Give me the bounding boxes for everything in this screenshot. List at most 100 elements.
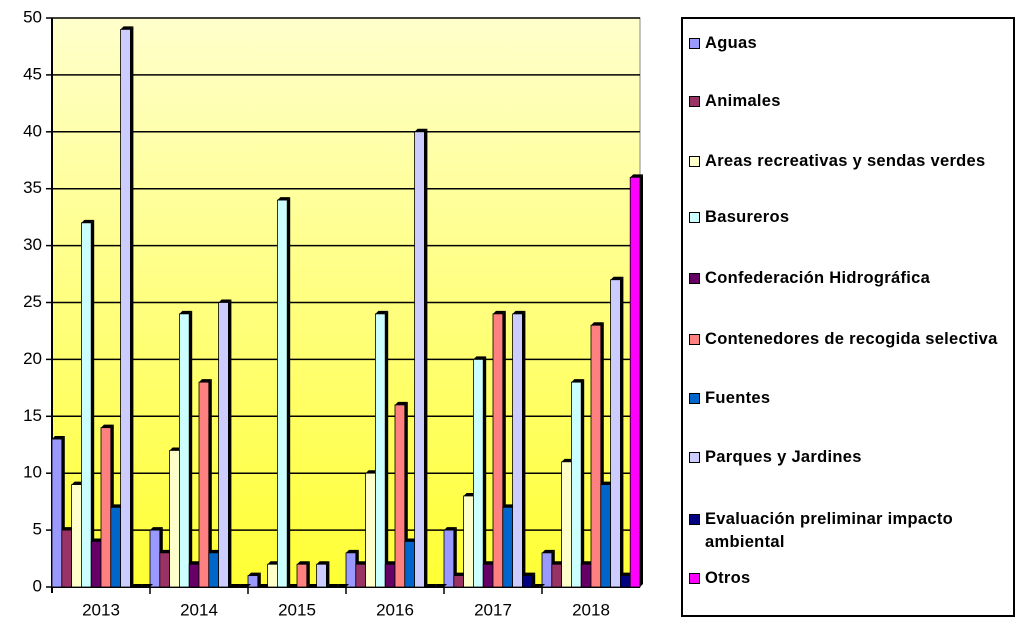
bar	[51, 438, 63, 588]
bar-side	[306, 561, 310, 587]
legend-label: Confederación Hidrográfica	[705, 269, 931, 287]
legend-item: Parques y Jardines	[689, 446, 1009, 469]
bar	[159, 552, 171, 588]
bar	[61, 529, 72, 588]
y-tick-label: 50	[23, 7, 42, 26]
bar-side	[130, 26, 134, 587]
y-tick-label: 0	[33, 576, 42, 595]
bar-top	[444, 527, 457, 531]
legend-label: Contenedores de recogida selectiva	[705, 330, 998, 348]
bar-side	[287, 197, 291, 587]
bar	[492, 313, 504, 588]
y-tick-label: 15	[23, 406, 42, 425]
bar-top	[434, 584, 447, 587]
bar	[512, 313, 523, 588]
bar	[120, 28, 131, 588]
bar-top	[238, 584, 251, 587]
bar	[90, 541, 102, 588]
bar	[188, 563, 200, 588]
bar-top	[150, 527, 163, 531]
legend-item: Animales	[689, 90, 1009, 113]
bar-side	[385, 310, 389, 587]
bar-top	[316, 561, 330, 565]
bar	[551, 563, 562, 588]
legend-label: Aguas	[705, 34, 757, 52]
legend-item: Otros	[689, 567, 1009, 590]
legend: Aguas Animales Areas recreativas y sendas …	[681, 17, 1015, 617]
bar	[198, 381, 210, 588]
bar	[482, 563, 494, 588]
bar	[472, 358, 484, 588]
x-tick-label: 2015	[278, 600, 316, 619]
bar	[522, 575, 533, 588]
bar-top	[493, 310, 506, 314]
legend-label: Animales	[705, 92, 781, 110]
bar-side	[326, 561, 330, 587]
bar	[590, 324, 602, 588]
bar-top	[120, 26, 134, 30]
legend-item: Basureros	[689, 206, 1009, 229]
y-tick-label: 25	[23, 292, 42, 311]
bar	[355, 563, 366, 588]
y-tick-label: 35	[23, 178, 42, 197]
bar	[71, 484, 82, 588]
legend-item: Evaluación preliminar impacto ambiental	[689, 508, 1009, 554]
y-tick-label: 45	[23, 64, 42, 83]
bar-top	[81, 219, 95, 223]
bar-top	[395, 401, 408, 405]
bar-top	[130, 584, 144, 587]
bar	[414, 131, 425, 588]
bar	[218, 302, 229, 588]
bar	[81, 222, 92, 588]
bar-top	[199, 379, 212, 383]
bar	[404, 541, 415, 588]
bar-top	[610, 276, 624, 280]
bar	[443, 529, 455, 588]
bar-top	[522, 572, 536, 576]
bar	[100, 427, 112, 588]
bar-top	[179, 310, 193, 314]
legend-swatch	[689, 573, 700, 584]
x-tick-label: 2017	[474, 600, 512, 619]
bar-side	[189, 310, 193, 587]
legend-swatch	[689, 334, 700, 345]
bar-top	[512, 310, 526, 314]
legend-item: Aguas	[689, 32, 1009, 55]
bar-side	[620, 276, 624, 587]
bar-top	[424, 584, 438, 587]
bar-top	[346, 549, 359, 553]
x-tick-label: 2018	[572, 600, 610, 619]
bar	[629, 176, 641, 588]
bar-top	[542, 549, 555, 553]
bar	[374, 313, 386, 588]
x-tick-label: 2016	[376, 600, 414, 619]
legend-label: Otros	[705, 569, 751, 587]
x-tick-label: 2014	[180, 600, 218, 619]
legend-item: Areas recreativas y sendas verdes	[689, 150, 1009, 173]
bar-top	[326, 584, 340, 587]
bar	[502, 506, 513, 588]
bar	[571, 381, 582, 588]
legend-swatch	[689, 273, 700, 284]
legend-item: Confederación Hidrográfica	[689, 267, 1009, 290]
bar-side	[257, 572, 261, 587]
bar-top	[375, 310, 389, 314]
legend-label: Parques y Jardines	[705, 448, 862, 466]
bar-top	[52, 436, 65, 440]
legend-swatch	[689, 452, 700, 463]
bar-top	[414, 128, 428, 132]
bar-top	[571, 379, 585, 383]
bar	[610, 279, 621, 588]
bar-side	[453, 527, 457, 587]
bar-side	[424, 128, 428, 588]
y-tick-label: 5	[33, 520, 42, 539]
legend-swatch	[689, 156, 700, 167]
bar-top	[297, 561, 310, 565]
bar-top	[101, 424, 114, 428]
y-tick-label: 40	[23, 121, 42, 140]
bar	[365, 472, 376, 588]
legend-swatch	[689, 212, 700, 223]
legend-swatch	[689, 38, 700, 49]
